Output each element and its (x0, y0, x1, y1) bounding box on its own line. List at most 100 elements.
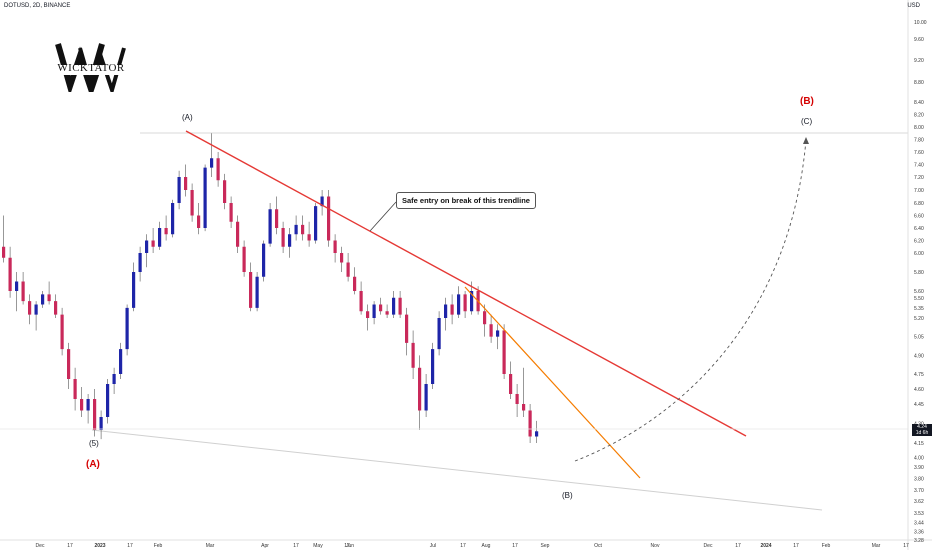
wave-label-a-top: (A) (182, 113, 193, 122)
candle-bear (379, 304, 383, 312)
price-axis-tick-label: 3.44 (914, 521, 924, 527)
time-axis-tick-label: 2023 (94, 543, 105, 549)
price-axis-tick-label: 4.00 (914, 455, 924, 461)
time-axis-tick-label: Feb (822, 543, 831, 549)
support-trendline (91, 429, 823, 511)
candle-bear (515, 394, 519, 404)
price-axis-tick-label: 3.53 (914, 511, 924, 517)
candle-bull (177, 177, 181, 203)
candle-bear (398, 297, 402, 315)
candle-bear (509, 374, 513, 394)
time-axis-tick-label: 17 (735, 543, 741, 549)
candle-bull (203, 167, 207, 228)
candle-bear (301, 224, 305, 235)
candle-bull (86, 399, 90, 411)
candle-bear (47, 294, 51, 302)
wicktator-logo: WICKTATOR (50, 42, 132, 97)
time-axis-tick-label: May (313, 543, 323, 549)
price-axis-tick-label: 5.35 (914, 306, 924, 312)
time-axis-tick-label: 17 (460, 543, 466, 549)
price-axis-tick-label: 5.05 (914, 335, 924, 341)
candle-bull (34, 304, 38, 315)
candle-bear (164, 228, 168, 235)
candle-bull (470, 291, 474, 312)
logo-text: WICKTATOR (57, 62, 125, 74)
price-axis-tick-label: 3.70 (914, 488, 924, 494)
current-price-countdown: 1d 6h (915, 430, 929, 436)
price-axis-tick-label: 5.80 (914, 270, 924, 276)
annotation-pointer (369, 201, 397, 232)
candle-bear (522, 404, 526, 411)
current-price-tag: 4.24 1d 6h (912, 424, 932, 436)
price-axis[interactable]: 10.00 9.60 9.20 8.80 8.40 8.20 8.00 7.80 7.60 7.4… (914, 20, 927, 544)
time-axis-tick-label: Nov (651, 543, 660, 549)
price-axis-tick-label: 7.60 (914, 150, 924, 156)
candle-bull (320, 196, 324, 207)
candle-bear (275, 209, 279, 228)
candle-bear (346, 262, 350, 277)
price-axis-tick-label: 4.75 (914, 372, 924, 378)
time-axis-tick-label: Feb (154, 543, 163, 549)
candle-bull (145, 240, 149, 253)
candle-bear (359, 291, 363, 312)
candle-bear (405, 314, 409, 343)
wave-label-c-projection: (C) (801, 117, 813, 126)
candle-bear (411, 342, 415, 368)
price-axis-tick-label: 5.60 (914, 289, 924, 295)
candle-bear (450, 304, 454, 315)
candle-bull (132, 272, 136, 308)
price-axis-tick-label: 4.45 (914, 402, 924, 408)
price-axis-tick-label: 3.80 (914, 477, 924, 483)
candlestick-series (2, 133, 539, 443)
candle-bear (28, 301, 32, 315)
price-axis-tick-label: 8.80 (914, 80, 924, 86)
candle-bull (457, 294, 461, 315)
candle-bear (353, 276, 357, 291)
candle-bear (151, 240, 155, 247)
candle-bull (112, 374, 116, 384)
price-axis-tick-label: 3.28 (914, 538, 924, 544)
time-axis-tick-label: 17 (67, 543, 73, 549)
candle-bear (483, 311, 487, 325)
price-axis-tick-label: 10.00 (914, 20, 927, 26)
candle-bear (249, 272, 253, 308)
candle-bull (210, 158, 214, 168)
price-axis-tick-label: 8.40 (914, 100, 924, 106)
candle-bear (80, 399, 84, 411)
candle-bull (106, 384, 110, 417)
annotation-note[interactable]: Safe entry on break of this trendline (396, 192, 536, 209)
projection-arrowhead (803, 137, 809, 144)
candle-bear (60, 314, 64, 350)
candle-bear (463, 294, 467, 312)
time-axis-tick-label: Jul (430, 543, 436, 549)
candle-bull (437, 318, 441, 350)
candle-bull (288, 234, 292, 247)
price-axis-tick-label: 8.20 (914, 113, 924, 119)
candle-bear (385, 311, 389, 315)
time-axis-tick-label: 17 (293, 543, 299, 549)
price-axis-tick-label: 3.36 (914, 529, 924, 535)
candle-bear (307, 234, 311, 241)
price-axis-tick-label: 6.20 (914, 239, 924, 245)
candle-bull (171, 203, 175, 235)
wave-label-five: (5) (89, 439, 99, 448)
candle-bull (496, 330, 500, 337)
candle-bear (216, 158, 220, 181)
time-axis-tick-label: 17 (903, 543, 909, 549)
price-axis-tick-label: 4.90 (914, 353, 924, 359)
candle-bear (327, 196, 331, 241)
projection-curve (574, 139, 807, 462)
price-axis-tick-label: 7.20 (914, 175, 924, 181)
time-axis-tick-label: Jun (346, 543, 354, 549)
main-trendline (185, 130, 747, 437)
candle-bull (15, 281, 19, 291)
price-axis-tick-label: 5.50 (914, 296, 924, 302)
price-axis-tick-label: 9.20 (914, 58, 924, 64)
candle-bull (99, 417, 103, 430)
candle-bull (431, 349, 435, 384)
candle-bear (8, 257, 12, 291)
wave-label-big-b: (B) (800, 96, 814, 107)
price-axis-tick-label: 7.40 (914, 163, 924, 169)
